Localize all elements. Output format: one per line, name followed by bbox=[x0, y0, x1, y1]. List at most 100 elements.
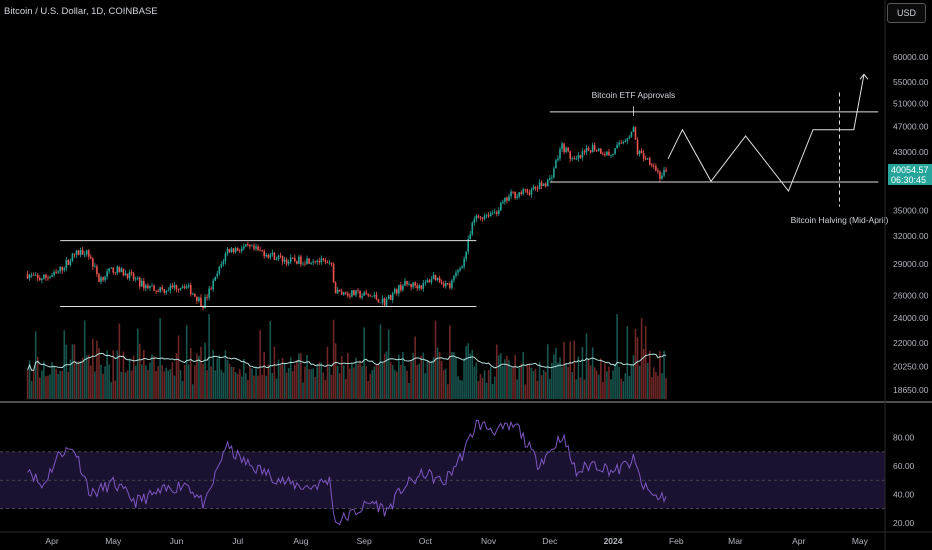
volume-bar bbox=[542, 369, 545, 399]
candle-body bbox=[351, 290, 353, 297]
volume-bar bbox=[534, 368, 537, 399]
volume-bar bbox=[192, 384, 194, 399]
currency-selector[interactable]: USD bbox=[887, 3, 926, 23]
candle-body bbox=[253, 245, 255, 249]
candle-body bbox=[112, 267, 115, 273]
volume-bar bbox=[638, 365, 641, 399]
candle-body bbox=[544, 183, 547, 187]
volume-bar bbox=[120, 371, 123, 399]
volume-bar bbox=[663, 350, 665, 399]
candle-body bbox=[169, 285, 172, 291]
time-tick-label: Sep bbox=[357, 536, 372, 546]
candle-body bbox=[208, 288, 210, 298]
candle-body bbox=[636, 139, 639, 155]
price-tick-label: 26000.00 bbox=[893, 290, 929, 300]
volume-bar bbox=[336, 365, 339, 399]
volume-bar bbox=[226, 359, 229, 399]
candle-body bbox=[267, 254, 270, 258]
volume-bar bbox=[153, 356, 155, 399]
candle-body bbox=[194, 294, 196, 297]
volume-bar bbox=[361, 366, 363, 399]
candle-body bbox=[94, 266, 96, 267]
candle-body bbox=[43, 274, 45, 279]
volume-bar bbox=[132, 355, 135, 399]
candle-body bbox=[651, 164, 653, 166]
candle-body bbox=[624, 141, 627, 143]
time-tick-label: Aug bbox=[293, 536, 308, 546]
candle-body bbox=[326, 262, 329, 264]
candle-body bbox=[342, 292, 345, 295]
volume-bar bbox=[287, 368, 290, 399]
volume-bar bbox=[557, 362, 559, 399]
candle-body bbox=[77, 250, 80, 255]
volume-bar bbox=[389, 362, 392, 399]
candle-body bbox=[367, 293, 370, 296]
candle-body bbox=[393, 289, 396, 294]
volume-bar bbox=[385, 351, 388, 399]
volume-bar bbox=[616, 314, 618, 399]
candle-body bbox=[102, 277, 104, 281]
candle-body bbox=[424, 282, 427, 284]
volume-bar bbox=[438, 352, 441, 399]
volume-bar bbox=[602, 381, 604, 399]
volume-bar bbox=[141, 364, 143, 399]
candle-body bbox=[63, 268, 66, 271]
volume-bar bbox=[585, 333, 588, 399]
volume-bar bbox=[122, 351, 125, 399]
candle-body bbox=[657, 170, 659, 172]
volume-bar bbox=[236, 374, 239, 399]
volume-bar bbox=[461, 380, 463, 399]
volume-bar bbox=[412, 353, 414, 399]
volume-bar bbox=[145, 365, 147, 399]
volume-bar bbox=[34, 331, 37, 399]
rsi-tick-label: 40.00 bbox=[893, 489, 915, 499]
candle-body bbox=[308, 258, 310, 264]
volume-bar bbox=[94, 371, 96, 399]
candle-body bbox=[406, 281, 408, 285]
candle-body bbox=[153, 285, 155, 291]
volume-bar bbox=[373, 366, 376, 399]
volume-bar bbox=[267, 364, 270, 399]
volume-bar bbox=[338, 373, 341, 399]
candle-body bbox=[534, 186, 537, 189]
candle-body bbox=[281, 255, 284, 262]
candle-body bbox=[661, 175, 663, 179]
candle-body bbox=[92, 258, 94, 267]
volume-bar bbox=[642, 349, 645, 399]
volume-bar bbox=[263, 352, 265, 399]
candle-body bbox=[212, 280, 214, 290]
volume-bar bbox=[457, 376, 459, 399]
candle-body bbox=[542, 183, 545, 186]
candle-body bbox=[53, 271, 55, 276]
candle-body bbox=[618, 142, 620, 145]
rsi-tick-label: 20.00 bbox=[893, 518, 915, 528]
candle-body bbox=[595, 150, 598, 152]
candle-body bbox=[473, 218, 476, 223]
candle-body bbox=[298, 256, 300, 264]
volume-bar bbox=[447, 384, 449, 399]
volume-bar bbox=[369, 374, 372, 399]
candle-body bbox=[557, 158, 559, 161]
candle-body bbox=[485, 215, 488, 216]
volume-bar bbox=[620, 378, 622, 399]
volume-bar bbox=[349, 368, 351, 399]
volume-bar bbox=[283, 363, 286, 399]
candlesticks bbox=[26, 125, 667, 311]
candle-body bbox=[338, 289, 341, 292]
candle-body bbox=[465, 251, 467, 259]
volume-bar bbox=[471, 350, 474, 399]
volume-bar bbox=[291, 371, 294, 399]
candle-body bbox=[583, 151, 586, 153]
trend-drawings[interactable]: Bitcoin ETF Approvals Bitcoin Halving (Mi… bbox=[60, 73, 889, 307]
volume-bar bbox=[279, 365, 282, 399]
volume-bar bbox=[396, 371, 398, 399]
candle-body bbox=[461, 266, 463, 269]
candle-body bbox=[514, 191, 516, 198]
volume-bar bbox=[498, 355, 500, 399]
volume-bar bbox=[371, 369, 374, 399]
volume-bar bbox=[240, 376, 243, 399]
candle-body bbox=[398, 284, 400, 294]
candle-body bbox=[428, 280, 431, 283]
